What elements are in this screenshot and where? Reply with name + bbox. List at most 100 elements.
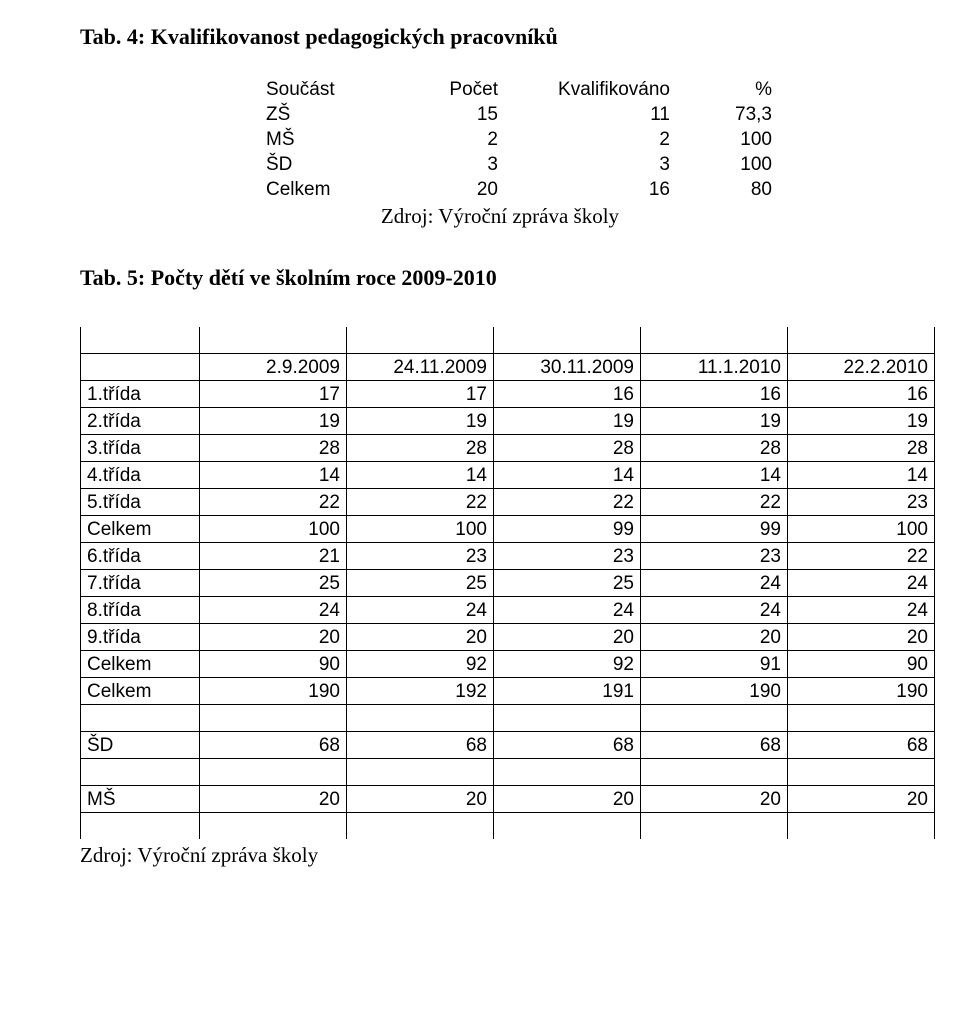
- table2-cell: 90: [200, 651, 347, 678]
- table2-empty-cell: [494, 327, 641, 354]
- table2-col-header: 24.11.2009: [347, 354, 494, 381]
- table2-cell: 190: [788, 678, 935, 705]
- table2-title: Tab. 5: Počty dětí ve školním roce 2009-…: [80, 265, 960, 291]
- table2-cell: 25: [494, 570, 641, 597]
- table2-cell: 20: [788, 624, 935, 651]
- table2-cell: 28: [494, 435, 641, 462]
- table2-cell: 6.třída: [81, 543, 200, 570]
- table1-cell: 3: [504, 153, 676, 178]
- table2-row: 1.třída 17 17 16 16 16: [81, 381, 935, 408]
- table2-row: Celkem 190 192 191 190 190: [81, 678, 935, 705]
- table2-header-row: 2.9.2009 24.11.2009 30.11.2009 11.1.2010…: [81, 354, 935, 381]
- table2-row: 3.třída 28 28 28 28 28: [81, 435, 935, 462]
- table2-empty-cell: [494, 813, 641, 840]
- table1-cell: 3: [382, 153, 504, 178]
- table1-cell: 100: [676, 153, 778, 178]
- table2-cell: 28: [641, 435, 788, 462]
- table2-ms-row: MŠ 20 20 20 20 20: [81, 786, 935, 813]
- table2-cell: 28: [200, 435, 347, 462]
- table2-row: 5.třída 22 22 22 22 23: [81, 489, 935, 516]
- table2-cell: 5.třída: [81, 489, 200, 516]
- table2-row: Celkem 90 92 92 91 90: [81, 651, 935, 678]
- table2-cell: 24: [200, 597, 347, 624]
- table2-empty-cell: [200, 813, 347, 840]
- table2-row: 8.třída 24 24 24 24 24: [81, 597, 935, 624]
- table2-spacer-row: [81, 705, 935, 732]
- table2-cell: 4.třída: [81, 462, 200, 489]
- table2-cell: 17: [347, 381, 494, 408]
- table2-cell: 14: [347, 462, 494, 489]
- table1-cell: 100: [676, 128, 778, 153]
- table2-spacer-row: [81, 813, 935, 840]
- table2-empty-cell: [494, 705, 641, 732]
- table2-cell: ŠD: [81, 732, 200, 759]
- table2-cell: 16: [788, 381, 935, 408]
- table2-row: 9.třída 20 20 20 20 20: [81, 624, 935, 651]
- table1-cell: 73,3: [676, 103, 778, 128]
- table2-cell: 22: [641, 489, 788, 516]
- table1-cell: 2: [382, 128, 504, 153]
- table2-cell: 28: [788, 435, 935, 462]
- table2-cell: MŠ: [81, 786, 200, 813]
- table2-cell: 9.třída: [81, 624, 200, 651]
- table2-cell: 20: [494, 624, 641, 651]
- table2-empty-cell: [81, 759, 200, 786]
- table2-cell: 99: [641, 516, 788, 543]
- table2-row: 2.třída 19 19 19 19 19: [81, 408, 935, 435]
- table2-cell: 16: [641, 381, 788, 408]
- table2-cell: 25: [200, 570, 347, 597]
- table2-cell: 24: [494, 597, 641, 624]
- table2-cell: 68: [788, 732, 935, 759]
- table2-empty-cell: [641, 759, 788, 786]
- table2-cell: 91: [641, 651, 788, 678]
- table2-cell: 14: [494, 462, 641, 489]
- table1-cell: 2: [504, 128, 676, 153]
- table2-cell: 3.třída: [81, 435, 200, 462]
- table2-col-header: 30.11.2009: [494, 354, 641, 381]
- table2-cell: 20: [347, 786, 494, 813]
- table1-col-header: Počet: [382, 78, 504, 103]
- table2-cell: 14: [641, 462, 788, 489]
- table2-cell: 22: [347, 489, 494, 516]
- table2-cell: 16: [494, 381, 641, 408]
- table2-cell: 24: [347, 597, 494, 624]
- table2-cell: 28: [347, 435, 494, 462]
- table2-empty-cell: [347, 759, 494, 786]
- table2-cell: 68: [347, 732, 494, 759]
- table2-cell: 68: [494, 732, 641, 759]
- table2-cell: 25: [347, 570, 494, 597]
- table1-cell: 15: [382, 103, 504, 128]
- table2-cell: 23: [494, 543, 641, 570]
- table2-col-header: 22.2.2010: [788, 354, 935, 381]
- table2-cell: 7.třída: [81, 570, 200, 597]
- table2-source: Zdroj: Výroční zpráva školy: [80, 843, 960, 868]
- table2-empty-cell: [641, 705, 788, 732]
- table2-cell: 190: [200, 678, 347, 705]
- table2-cell: 14: [788, 462, 935, 489]
- table1-source: Zdroj: Výroční zpráva školy: [260, 204, 740, 229]
- table2-row: Celkem 100 100 99 99 100: [81, 516, 935, 543]
- table1-cell: 80: [676, 178, 778, 203]
- table1-header-row: Součást Počet Kvalifikováno %: [260, 78, 778, 103]
- table2-empty-cell: [81, 705, 200, 732]
- table2-cell: 23: [347, 543, 494, 570]
- table1-col-header: %: [676, 78, 778, 103]
- table1-row: MŠ 2 2 100: [260, 128, 778, 153]
- table1-cell: Celkem: [260, 178, 382, 203]
- table2-cell: 24: [788, 570, 935, 597]
- table2-cell: 22: [788, 543, 935, 570]
- table1-cell: 16: [504, 178, 676, 203]
- table2-cell: 68: [200, 732, 347, 759]
- table2-cell: 22: [494, 489, 641, 516]
- table2-cell: 190: [641, 678, 788, 705]
- table1-row: ZŠ 15 11 73,3: [260, 103, 778, 128]
- table2-cell: 19: [347, 408, 494, 435]
- table2-cell: 100: [347, 516, 494, 543]
- table2-cell: 24: [641, 570, 788, 597]
- table2-empty-cell: [641, 327, 788, 354]
- table2-cell: 92: [494, 651, 641, 678]
- table2-cell: 20: [347, 624, 494, 651]
- table2-empty-cell: [200, 705, 347, 732]
- table2-empty-cell: [200, 327, 347, 354]
- table2-cell: 92: [347, 651, 494, 678]
